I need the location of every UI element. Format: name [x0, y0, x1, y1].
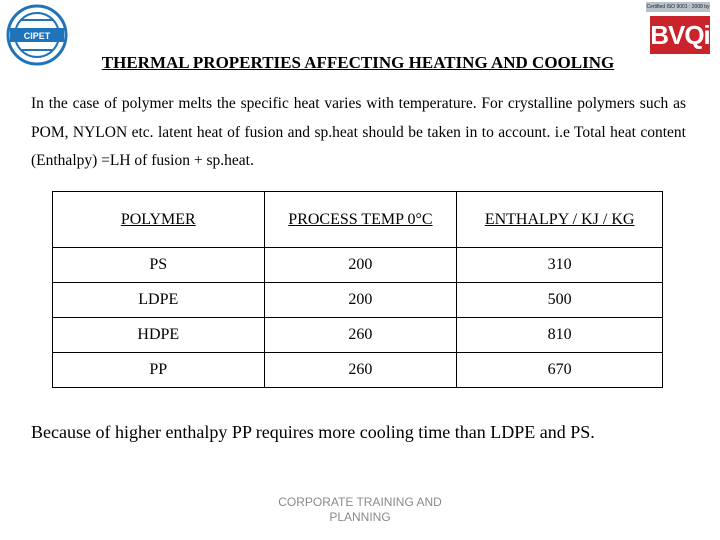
footer-line-1: CORPORATE TRAINING AND — [278, 495, 442, 509]
cipet-logo-text: CIPET — [24, 31, 51, 41]
table-row: LDPE 200 500 — [52, 282, 663, 318]
polymer-cell: PP — [52, 352, 265, 388]
page-title: THERMAL PROPERTIES AFFECTING HEATING AND… — [101, 53, 615, 72]
polymer-cell: HDPE — [52, 317, 265, 353]
polymer-cell: PS — [52, 247, 265, 283]
intro-paragraph: In the case of polymer melts the specifi… — [31, 95, 686, 169]
temp-cell: 200 — [263, 247, 458, 283]
table-row: HDPE 260 810 — [52, 317, 663, 353]
table-row: PS 200 310 — [52, 247, 663, 283]
enthalpy-table: POLYMER PROCESS TEMP 0°C ENTHALPY / KJ /… — [52, 191, 663, 388]
enthalpy-cell: 810 — [456, 317, 663, 353]
footer-line-2: PLANNING — [329, 510, 391, 524]
temp-cell: 260 — [263, 352, 458, 388]
table-row: PP 260 670 — [52, 352, 663, 388]
enthalpy-cell: 310 — [456, 247, 663, 283]
bvqi-logo-text: BVQi — [650, 16, 711, 54]
footer: CORPORATE TRAINING AND PLANNING — [260, 495, 460, 525]
temp-cell: 260 — [263, 317, 458, 353]
table-header-row: POLYMER PROCESS TEMP 0°C ENTHALPY / KJ /… — [52, 191, 663, 248]
enthalpy-cell: 500 — [456, 282, 663, 318]
cipet-logo: CIPET — [2, 4, 72, 66]
enthalpy-cell: 670 — [456, 352, 663, 388]
cipet-emblem-icon: CIPET — [6, 4, 68, 66]
polymer-cell: LDPE — [52, 282, 265, 318]
column-header-polymer: POLYMER — [52, 191, 265, 248]
column-header-process-temp: PROCESS TEMP 0°C — [263, 191, 458, 248]
certification-text: Certified ISO 9001 : 2008 by — [646, 2, 710, 12]
conclusion-text: Because of higher enthalpy PP requires m… — [31, 422, 595, 442]
bvqi-logo: Certified ISO 9001 : 2008 by BVQi — [646, 2, 711, 54]
temp-cell: 200 — [263, 282, 458, 318]
column-header-enthalpy: ENTHALPY / KJ / KG — [456, 191, 663, 248]
